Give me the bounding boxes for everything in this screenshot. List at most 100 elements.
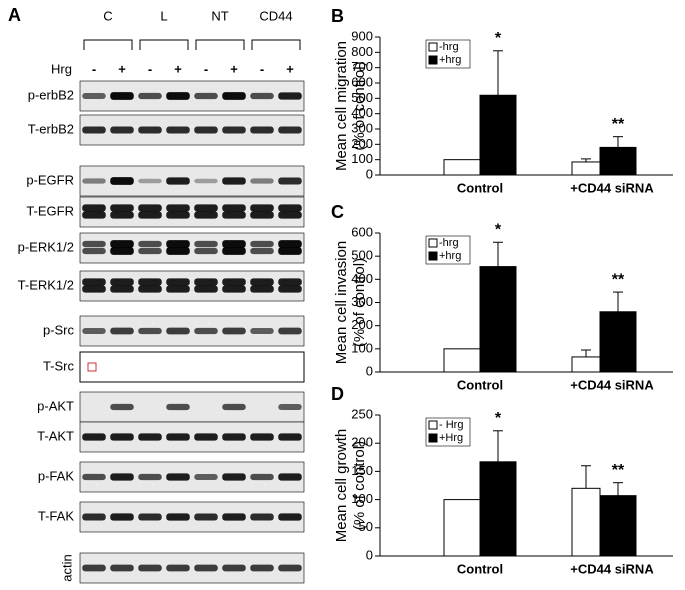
band — [222, 92, 246, 100]
band — [138, 126, 162, 134]
band — [110, 433, 134, 441]
band — [138, 473, 162, 481]
band — [194, 513, 218, 521]
band — [82, 204, 106, 212]
y-tick-label: 300 — [351, 294, 373, 309]
y-axis-label: Mean cell migration — [333, 41, 350, 171]
treatment: + — [230, 61, 238, 76]
panel-label: B — [331, 6, 344, 26]
band — [194, 285, 218, 293]
bar — [599, 311, 637, 373]
group-label: NT — [211, 8, 228, 23]
blot-label: p-AKT — [37, 398, 74, 413]
band — [166, 211, 190, 219]
band — [110, 92, 134, 100]
group-bracket — [139, 39, 189, 50]
band — [194, 564, 218, 572]
blot-frame — [79, 351, 305, 383]
band — [138, 204, 162, 212]
bar — [479, 266, 517, 373]
band — [278, 126, 302, 134]
band — [166, 278, 190, 286]
y-tick-label: 600 — [351, 224, 373, 239]
band — [166, 240, 190, 248]
band — [82, 285, 106, 293]
band — [278, 564, 302, 572]
blot-label: T-erbB2 — [28, 121, 74, 136]
band — [82, 564, 106, 572]
band — [250, 126, 274, 134]
band — [82, 240, 106, 248]
band — [138, 178, 162, 184]
band — [250, 564, 274, 572]
treatment: + — [174, 61, 182, 76]
bar — [571, 356, 601, 373]
band — [278, 247, 302, 255]
y-axis-label: Mean cell invasion — [333, 241, 350, 364]
band — [222, 327, 246, 335]
band — [138, 211, 162, 219]
band — [222, 513, 246, 521]
treatment: - — [204, 61, 208, 76]
blot-label: p-Src — [43, 322, 75, 337]
panel-label: A — [8, 5, 21, 25]
band — [110, 278, 134, 286]
treatment: + — [118, 61, 126, 76]
legend-label: -hrg — [439, 41, 459, 53]
blot-label: actin — [59, 554, 74, 581]
band — [166, 92, 190, 100]
band — [250, 211, 274, 219]
annotation: * — [495, 221, 502, 238]
band — [194, 178, 218, 184]
x-tick-label: +CD44 siRNA — [570, 561, 654, 576]
y-tick-label: 800 — [351, 44, 373, 59]
band — [194, 278, 218, 286]
y-tick-label: 500 — [351, 248, 373, 263]
band — [278, 204, 302, 212]
group-label: L — [160, 8, 167, 23]
band — [194, 327, 218, 335]
band — [222, 433, 246, 441]
band — [278, 404, 302, 410]
band — [166, 247, 190, 255]
band — [166, 473, 190, 481]
band — [110, 177, 134, 185]
y-tick-label: 100 — [351, 491, 373, 506]
annotation: ** — [612, 462, 625, 479]
legend-swatch — [428, 251, 438, 261]
band — [110, 126, 134, 134]
band — [138, 92, 162, 100]
band — [250, 328, 274, 334]
band — [138, 564, 162, 572]
band — [278, 278, 302, 286]
y-tick-label: 400 — [351, 105, 373, 120]
blot-label: T-ERK1/2 — [18, 277, 74, 292]
y-tick-label: 100 — [351, 151, 373, 166]
band — [110, 403, 134, 411]
y-tick-label: 0 — [366, 166, 373, 181]
annotation: ** — [612, 271, 625, 288]
band — [222, 177, 246, 185]
band — [250, 473, 274, 481]
band — [278, 211, 302, 219]
band — [194, 126, 218, 134]
band — [110, 473, 134, 481]
band — [166, 204, 190, 212]
bar — [571, 161, 601, 176]
band — [110, 247, 134, 255]
y-tick-label: 600 — [351, 74, 373, 89]
band — [194, 240, 218, 248]
blot-label: T-Src — [43, 358, 75, 373]
y-tick-label: 150 — [351, 463, 373, 478]
band — [222, 473, 246, 481]
band — [82, 473, 106, 481]
y-axis-label: Mean cell growth — [333, 429, 350, 542]
bar — [479, 461, 517, 557]
broken-image — [87, 362, 97, 372]
y-tick-label: 700 — [351, 59, 373, 74]
bar — [443, 159, 481, 176]
band — [222, 247, 246, 255]
band — [166, 177, 190, 185]
band — [250, 285, 274, 293]
group-bracket — [251, 39, 301, 50]
